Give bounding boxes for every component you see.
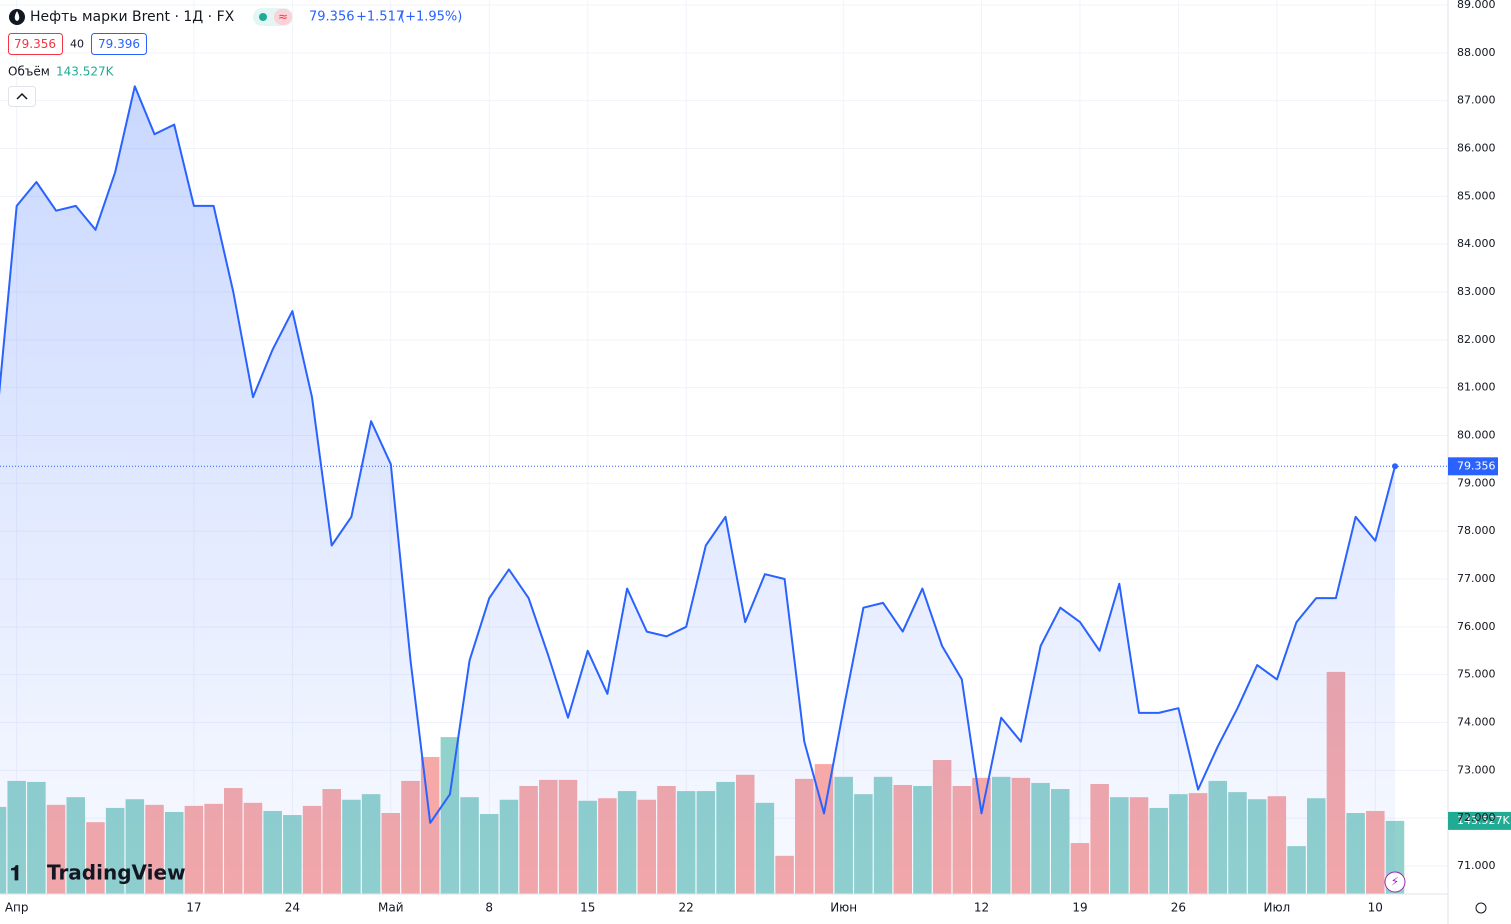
price-badge-label: 79.356 bbox=[1457, 459, 1496, 472]
y-tick-label: 71.000 bbox=[1457, 859, 1496, 872]
last-point bbox=[1392, 463, 1398, 470]
x-tick-label: 15 bbox=[580, 901, 595, 915]
bid-box[interactable] bbox=[8, 33, 63, 55]
y-tick-label: 83.000 bbox=[1457, 285, 1496, 298]
x-tick-label: Июн bbox=[830, 901, 857, 915]
y-tick-label: 82.000 bbox=[1457, 333, 1496, 346]
x-tick-label: 12 bbox=[974, 901, 989, 915]
y-tick-label: 77.000 bbox=[1457, 572, 1496, 585]
price-area bbox=[0, 86, 1395, 894]
settings-button[interactable] bbox=[1475, 902, 1487, 914]
y-tick-label: 80.000 bbox=[1457, 429, 1496, 442]
y-tick-label: 84.000 bbox=[1457, 237, 1496, 250]
x-tick-label: 19 bbox=[1072, 901, 1087, 915]
collapse-button[interactable] bbox=[8, 86, 36, 107]
symbol-icon-drop bbox=[14, 11, 20, 21]
price-line bbox=[0, 85, 1396, 824]
bid-price: 79.356 bbox=[14, 37, 56, 51]
symbol-title[interactable]: Нефть марки Brent · 1Д · FX bbox=[30, 9, 235, 25]
status-icon: ≈ bbox=[278, 10, 288, 24]
y-tick-label: 86.000 bbox=[1457, 142, 1496, 155]
volume-legend-value: 143.527K bbox=[56, 65, 115, 79]
y-tick-label: 85.000 bbox=[1457, 189, 1496, 202]
status-alt bbox=[274, 9, 292, 25]
price-change-pct: (+1.95%) bbox=[400, 10, 462, 25]
y-tick-label: 73.000 bbox=[1457, 763, 1496, 776]
volume-badge-label: 143.527K bbox=[1457, 814, 1510, 827]
volume-legend-label: Объём bbox=[8, 65, 50, 79]
spread: 40 bbox=[70, 38, 84, 51]
x-tick-label: 17 bbox=[186, 901, 201, 915]
status-dot bbox=[259, 13, 267, 21]
y-tick-label: 75.000 bbox=[1457, 668, 1496, 681]
volume-badge bbox=[1448, 811, 1511, 830]
x-tick-label: Май bbox=[378, 901, 404, 915]
logo-text: TradingView bbox=[47, 861, 186, 885]
y-tick-label: 89.000 bbox=[1457, 0, 1496, 11]
y-tick-label: 78.000 bbox=[1457, 524, 1496, 537]
x-tick-label: 26 bbox=[1171, 901, 1186, 915]
lightning-button[interactable] bbox=[1384, 871, 1406, 893]
y-tick-label: 74.000 bbox=[1457, 716, 1496, 729]
y-tick-label: 79.000 bbox=[1457, 476, 1496, 489]
y-tick-label: 76.000 bbox=[1457, 620, 1496, 633]
y-tick-label: 88.000 bbox=[1457, 46, 1496, 59]
x-tick-label: 10 bbox=[1368, 901, 1383, 915]
ask-price: 79.396 bbox=[98, 37, 140, 51]
logo-mark: 𝟏 bbox=[10, 861, 22, 885]
collapse-icon bbox=[16, 92, 28, 100]
y-tick-label: 87.000 bbox=[1457, 94, 1496, 107]
y-tick-label: 72.000 bbox=[1457, 811, 1496, 824]
price-badge bbox=[1448, 457, 1498, 476]
last-price: 79.356 bbox=[309, 10, 355, 25]
x-tick-label: 22 bbox=[679, 901, 694, 915]
x-tick-label: 8 bbox=[485, 901, 493, 915]
lightning-icon: ⚡ bbox=[1391, 875, 1399, 889]
x-tick-label: Июл bbox=[1263, 901, 1290, 915]
x-tick-label: 24 bbox=[285, 901, 300, 915]
price-change: +1.517 bbox=[356, 10, 404, 25]
y-tick-label: 81.000 bbox=[1457, 381, 1496, 394]
ask-box[interactable] bbox=[91, 33, 147, 55]
x-tick-label: Апр bbox=[5, 901, 29, 915]
